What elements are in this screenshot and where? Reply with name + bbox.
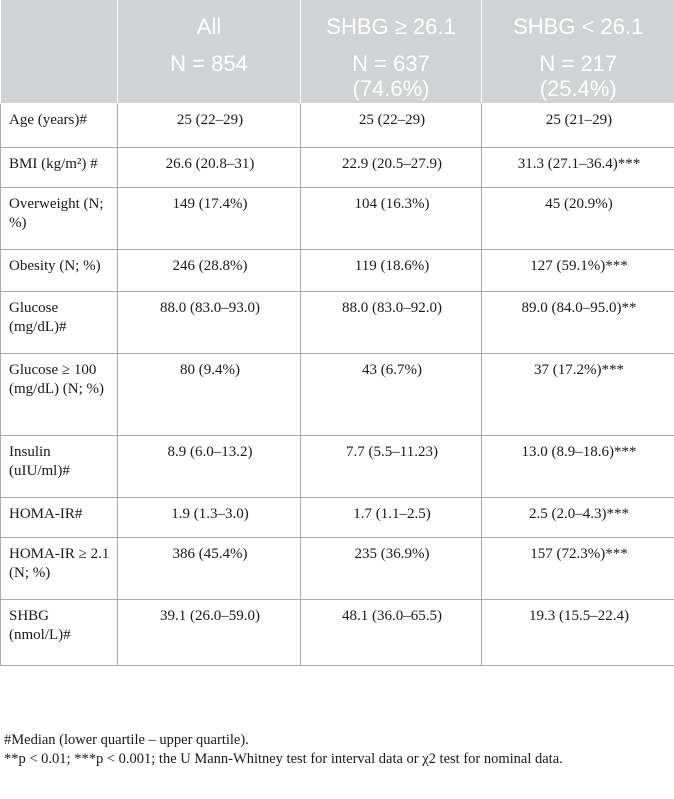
cell-shbg-low: 157 (72.3%)***	[481, 537, 674, 600]
cell-shbg-high: 48.1 (36.0–65.5)	[300, 599, 482, 666]
table-row: HOMA-IR# 1.9 (1.3–3.0) 1.7 (1.1–2.5) 2.5…	[0, 497, 674, 538]
header-shbg-low: SHBG < 26.1 N = 217 (25.4%)	[481, 0, 674, 104]
row-label: Glucose (mg/dL)#	[0, 291, 118, 354]
header-shbg-high: SHBG ≥ 26.1 N = 637 (74.6%)	[300, 0, 482, 104]
table-row: Glucose ≥ 100 (mg/dL) (N; %) 80 (9.4%) 4…	[0, 353, 674, 436]
footnote-significance: **p < 0.01; ***p < 0.001; the U Mann-Whi…	[4, 751, 563, 767]
cell-shbg-high: 7.7 (5.5–11.23)	[300, 435, 482, 498]
table-row: HOMA-IR ≥ 2.1 (N; %) 386 (45.4%) 235 (36…	[0, 537, 674, 600]
cell-shbg-high: 43 (6.7%)	[300, 353, 482, 436]
table-row: Glucose (mg/dL)# 88.0 (83.0–93.0) 88.0 (…	[0, 291, 674, 354]
row-label: Overweight (N; %)	[0, 187, 118, 250]
cell-shbg-low: 19.3 (15.5–22.4)	[481, 599, 674, 666]
cell-all: 8.9 (6.0–13.2)	[117, 435, 301, 498]
cell-all: 246 (28.8%)	[117, 249, 301, 292]
header-pct: (25.4%)	[539, 76, 617, 101]
row-label: SHBG (nmol/L)#	[0, 599, 118, 666]
header-n: N = 637	[352, 51, 430, 76]
row-label: HOMA-IR#	[0, 497, 118, 538]
cell-shbg-high: 25 (22–29)	[300, 103, 482, 148]
cell-shbg-low: 89.0 (84.0–95.0)**	[481, 291, 674, 354]
cell-all: 386 (45.4%)	[117, 537, 301, 600]
header-pct: (74.6%)	[352, 76, 430, 101]
header-all: All N = 854	[117, 0, 301, 104]
cell-shbg-low: 37 (17.2%)***	[481, 353, 674, 436]
row-label: Age (years)#	[0, 103, 118, 148]
cell-all: 88.0 (83.0–93.0)	[117, 291, 301, 354]
row-label: HOMA-IR ≥ 2.1 (N; %)	[0, 537, 118, 600]
cell-shbg-high: 235 (36.9%)	[300, 537, 482, 600]
cell-shbg-high: 104 (16.3%)	[300, 187, 482, 250]
cell-shbg-high: 119 (18.6%)	[300, 249, 482, 292]
cell-all: 149 (17.4%)	[117, 187, 301, 250]
cell-shbg-high: 88.0 (83.0–92.0)	[300, 291, 482, 354]
row-label: Insulin (uIU/ml)#	[0, 435, 118, 498]
header-n: N = 217	[539, 51, 618, 76]
header-n: N = 854	[170, 51, 248, 76]
cell-all: 39.1 (26.0–59.0)	[117, 599, 301, 666]
header-empty	[0, 0, 118, 104]
table-footnotes: #Median (lower quartile – upper quartile…	[4, 731, 670, 769]
table-row: Insulin (uIU/ml)# 8.9 (6.0–13.2) 7.7 (5.…	[0, 435, 674, 498]
table-row: SHBG (nmol/L)# 39.1 (26.0–59.0) 48.1 (36…	[0, 599, 674, 666]
cell-shbg-low: 31.3 (27.1–36.4)***	[481, 147, 674, 188]
header-row: All N = 854 SHBG ≥ 26.1 N = 637 (74.6%) …	[0, 0, 674, 104]
cell-all: 26.6 (20.8–31)	[117, 147, 301, 188]
cell-shbg-low: 2.5 (2.0–4.3)***	[481, 497, 674, 538]
table-row: Overweight (N; %) 149 (17.4%) 104 (16.3%…	[0, 187, 674, 250]
data-table: All N = 854 SHBG ≥ 26.1 N = 637 (74.6%) …	[0, 0, 674, 666]
table-row: Obesity (N; %) 246 (28.8%) 119 (18.6%) 1…	[0, 249, 674, 292]
cell-shbg-low: 13.0 (8.9–18.6)***	[481, 435, 674, 498]
table-row: BMI (kg/m²) # 26.6 (20.8–31) 22.9 (20.5–…	[0, 147, 674, 188]
table-row: Age (years)# 25 (22–29) 25 (22–29) 25 (2…	[0, 103, 674, 148]
cell-shbg-high: 22.9 (20.5–27.9)	[300, 147, 482, 188]
cell-all: 25 (22–29)	[117, 103, 301, 148]
cell-shbg-low: 45 (20.9%)	[481, 187, 674, 250]
cell-all: 80 (9.4%)	[117, 353, 301, 436]
row-label: Obesity (N; %)	[0, 249, 118, 292]
row-label: Glucose ≥ 100 (mg/dL) (N; %)	[0, 353, 118, 436]
row-label: BMI (kg/m²) #	[0, 147, 118, 188]
cell-shbg-high: 1.7 (1.1–2.5)	[300, 497, 482, 538]
cell-shbg-low: 127 (59.1%)***	[481, 249, 674, 292]
footnote-median: #Median (lower quartile – upper quartile…	[4, 732, 249, 748]
cell-all: 1.9 (1.3–3.0)	[117, 497, 301, 538]
cell-shbg-low: 25 (21–29)	[481, 103, 674, 148]
